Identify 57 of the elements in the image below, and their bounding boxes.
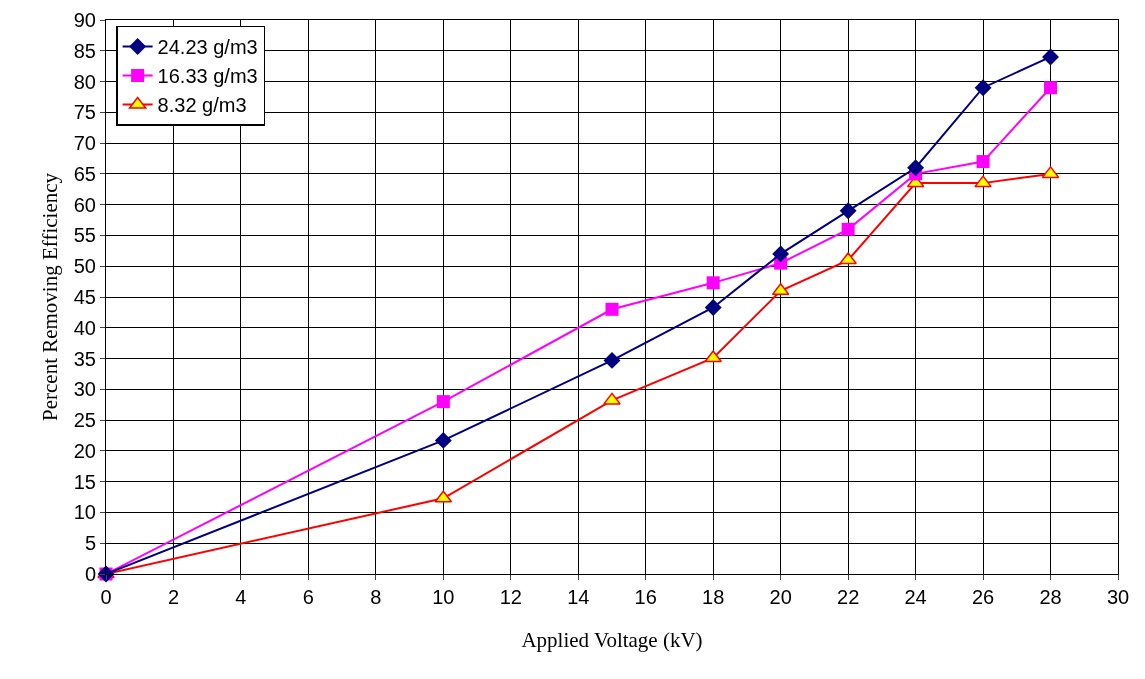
y-tick-label: 45 (73, 286, 96, 308)
x-tick-label: 24 (904, 586, 927, 608)
legend-label: 24.23 g/m3 (157, 36, 258, 59)
x-tick-label: 20 (769, 586, 792, 608)
y-tick-label: 15 (73, 470, 96, 493)
point (603, 351, 621, 369)
y-tick-label: 0 (84, 563, 96, 585)
point (605, 302, 619, 316)
x-tick-label: 14 (567, 586, 590, 608)
y-tick-label: 65 (73, 162, 96, 185)
y-tick-label: 80 (73, 70, 96, 93)
y-tick-label: 40 (73, 316, 96, 339)
x-axis-title: Applied Voltage (kV) (521, 628, 703, 653)
point (772, 245, 790, 263)
point (1044, 81, 1058, 95)
y-tick-label: 85 (73, 39, 96, 62)
y-axis-title: Percent Removing Efficiency (37, 172, 62, 422)
point (434, 431, 452, 449)
y-tick-label: 35 (73, 347, 96, 370)
point (603, 392, 621, 405)
x-tick-label: 22 (837, 586, 860, 608)
y-tick-label: 10 (73, 501, 96, 524)
x-tick-label: 4 (235, 586, 247, 608)
x-tick-label: 30 (1106, 586, 1130, 608)
y-tick-label: 25 (73, 409, 96, 432)
point (839, 252, 857, 265)
legend-label: 8.32 g/m3 (157, 94, 247, 117)
point (704, 299, 722, 316)
x-tick-label: 16 (634, 586, 657, 608)
y-tick-label: 75 (73, 101, 96, 124)
x-tick-label: 6 (302, 586, 314, 608)
point (841, 222, 855, 236)
point (839, 202, 857, 220)
y-tick-label: 60 (73, 193, 96, 216)
x-tick-label: 18 (702, 586, 725, 608)
point (907, 159, 925, 177)
point (976, 155, 990, 169)
legend-label: 16.33 g/m3 (157, 65, 258, 88)
y-tick-label: 55 (73, 224, 96, 247)
y-tick-label: 20 (73, 439, 96, 462)
x-tick-label: 2 (167, 586, 180, 608)
x-tick-label: 10 (432, 586, 455, 608)
point (706, 276, 720, 290)
y-tick-label: 30 (73, 378, 96, 401)
x-tick-label: 28 (1039, 586, 1062, 608)
point (436, 395, 450, 409)
point (974, 175, 992, 188)
x-tick-label: 8 (370, 586, 382, 608)
x-tick-label: 12 (499, 586, 522, 608)
point (1042, 48, 1059, 66)
x-tick-label: 26 (971, 586, 995, 608)
y-tick-label: 50 (73, 255, 96, 278)
y-tick-label: 90 (73, 9, 96, 31)
x-tick-label: 0 (100, 586, 112, 608)
y-tick-label: 5 (84, 532, 96, 555)
y-tick-label: 70 (73, 132, 96, 155)
point (974, 79, 992, 97)
